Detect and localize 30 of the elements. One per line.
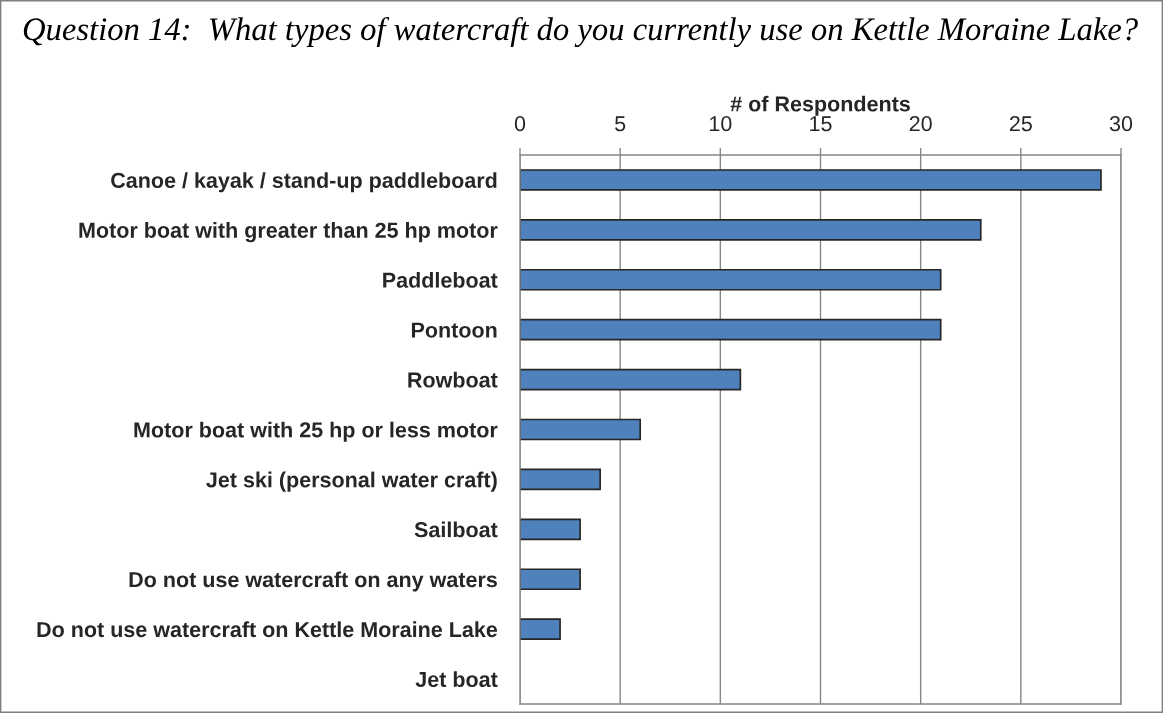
x-tick-label: 25 (1009, 116, 1032, 132)
bar (520, 169, 1102, 191)
bar (520, 468, 601, 491)
chart-title: Question 14: What types of watercraft do you currently use on Kettle Moraine Lake? (23, 16, 1138, 48)
y-tick-label: Canoe / kayak / stand-up paddleboard (111, 172, 497, 193)
x-tick-label: 30 (1109, 116, 1133, 132)
y-tick-label: Jet ski (personal water craft) (206, 471, 497, 492)
bar (520, 518, 581, 541)
y-tick-label: Paddleboat (383, 271, 498, 288)
y-tick-label: Motor boat with greater than 25 hp motor (79, 222, 498, 243)
y-tick-label: Motor boat with 25 hp or less motor (134, 421, 498, 442)
bar (520, 368, 742, 391)
bar (520, 268, 942, 291)
bar (520, 568, 581, 591)
y-tick-label: Do not use watercraft on Kettle Moraine Lake (37, 621, 498, 638)
bar (520, 418, 642, 441)
bar (520, 219, 982, 241)
y-tick-label: Pontoon (411, 322, 497, 338)
y-tick-label: Rowboat (408, 371, 498, 388)
x-axis-title: # of Respondents (730, 95, 910, 116)
y-tick-label: Sailboat (414, 521, 498, 538)
x-tick-label: 20 (909, 116, 932, 132)
x-tick-label: 0 (514, 116, 526, 132)
bar (520, 318, 942, 341)
bar (520, 618, 561, 640)
x-tick-label: 5 (615, 116, 626, 132)
x-tick-label: 10 (710, 116, 732, 132)
y-tick-label: Do not use watercraft on any waters (129, 571, 497, 592)
y-tick-label: Jet boat (415, 671, 498, 688)
x-tick-label: 15 (810, 116, 832, 132)
